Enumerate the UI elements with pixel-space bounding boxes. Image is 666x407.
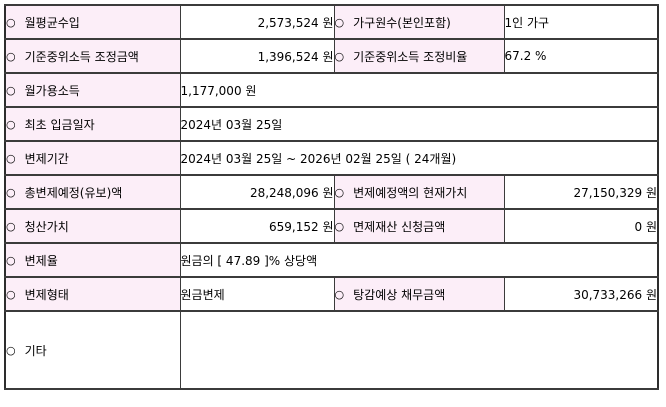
value-exempt-property-application-amount: 0 원 xyxy=(503,208,659,244)
table-row: ○ 변제형태 원금변제 ○ 탕감예상 채무금액 30,733,266 원 xyxy=(4,276,659,312)
label-repayment-period: ○ 변제기간 xyxy=(4,140,181,176)
label-expected-forgiven-debt-amount: ○ 탕감예상 채무금액 xyxy=(333,276,505,312)
label-median-income-adjustment-amount: ○ 기준중위소득 조정금액 xyxy=(4,38,181,74)
label-text: 기타 xyxy=(24,343,47,358)
label-text: 기준중위소득 조정비율 xyxy=(353,49,468,64)
value-liquidation-value: 659,152 원 xyxy=(179,208,335,244)
table-row: ○ 변제율 원금의 [ 47.89 ]% 상당액 xyxy=(4,242,659,278)
label-text: 월평균수입 xyxy=(24,15,80,30)
repayment-plan-summary-table-wrapper: ○ 월평균수입 2,573,524 원 ○ 가구원수(본인포함) 1인 가구 ○ 기준… xyxy=(4,4,666,390)
circle-bullet-icon: ○ xyxy=(334,185,345,199)
label-monthly-average-income: ○ 월평균수입 xyxy=(4,4,181,40)
label-repayment-rate: ○ 변제율 xyxy=(4,242,181,278)
circle-bullet-icon: ○ xyxy=(6,49,16,63)
label-liquidation-value: ○ 청산가치 xyxy=(4,208,181,244)
label-repayment-type: ○ 변제형태 xyxy=(4,276,181,312)
value-present-value-of-expected-repayment: 27,150,329 원 xyxy=(503,174,659,210)
label-text: 면제재산 신청금액 xyxy=(353,219,446,234)
label-text: 청산가치 xyxy=(24,219,69,234)
label-text: 월가용소득 xyxy=(24,83,80,98)
label-text: 총변제예정(유보)액 xyxy=(24,185,123,200)
value-household-size: 1인 가구 xyxy=(503,4,659,40)
table-row: ○ 총변제예정(유보)액 28,248,096 원 ○ 변제예정액의 현재가치 27… xyxy=(4,174,659,210)
circle-bullet-icon: ○ xyxy=(6,185,16,199)
label-present-value-of-expected-repayment: ○ 변제예정액의 현재가치 xyxy=(333,174,505,210)
label-first-deposit-date: ○ 최초 입금일자 xyxy=(4,106,181,142)
label-household-size: ○ 가구원수(본인포함) xyxy=(333,4,505,40)
table-row: ○ 청산가치 659,152 원 ○ 면제재산 신청금액 0 원 xyxy=(4,208,659,244)
value-expected-forgiven-debt-amount: 30,733,266 원 xyxy=(503,276,659,312)
circle-bullet-icon: ○ xyxy=(6,219,16,233)
circle-bullet-icon: ○ xyxy=(334,15,345,29)
label-text: 변제형태 xyxy=(24,287,69,302)
value-repayment-rate: 원금의 [ 47.89 ]% 상당액 xyxy=(179,242,659,278)
circle-bullet-icon: ○ xyxy=(6,117,16,131)
label-total-expected-repayment-amount: ○ 총변제예정(유보)액 xyxy=(4,174,181,210)
label-monthly-available-income: ○ 월가용소득 xyxy=(4,72,181,108)
table-row: ○ 최초 입금일자 2024년 03월 25일 xyxy=(4,106,659,142)
value-etc xyxy=(179,310,659,390)
circle-bullet-icon: ○ xyxy=(6,287,16,301)
table-row: ○ 기타 xyxy=(4,310,659,390)
circle-bullet-icon: ○ xyxy=(334,49,345,63)
table-row: ○ 기준중위소득 조정금액 1,396,524 원 ○ 기준중위소득 조정비율 67… xyxy=(4,38,659,74)
circle-bullet-icon: ○ xyxy=(6,253,16,267)
value-repayment-period: 2024년 03월 25일 ~ 2026년 02월 25일 ( 24개월) xyxy=(179,140,659,176)
table-row: ○ 월평균수입 2,573,524 원 ○ 가구원수(본인포함) 1인 가구 xyxy=(4,4,659,40)
value-total-expected-repayment-amount: 28,248,096 원 xyxy=(179,174,335,210)
circle-bullet-icon: ○ xyxy=(6,15,16,29)
label-text: 탕감예상 채무금액 xyxy=(353,287,446,302)
label-text: 변제예정액의 현재가치 xyxy=(353,185,468,200)
label-etc: ○ 기타 xyxy=(4,310,181,390)
label-text: 가구원수(본인포함) xyxy=(353,15,451,30)
table-row: ○ 변제기간 2024년 03월 25일 ~ 2026년 02월 25일 ( 24… xyxy=(4,140,659,176)
value-first-deposit-date: 2024년 03월 25일 xyxy=(179,106,659,142)
value-median-income-adjustment-amount: 1,396,524 원 xyxy=(179,38,335,74)
label-text: 변제기간 xyxy=(24,151,69,166)
circle-bullet-icon: ○ xyxy=(6,83,16,97)
value-median-income-adjustment-ratio: 67.2 % xyxy=(503,38,659,74)
label-text: 최초 입금일자 xyxy=(24,117,95,132)
circle-bullet-icon: ○ xyxy=(334,287,345,301)
label-text: 기준중위소득 조정금액 xyxy=(24,49,139,64)
value-monthly-average-income: 2,573,524 원 xyxy=(179,4,335,40)
repayment-plan-summary-table: ○ 월평균수입 2,573,524 원 ○ 가구원수(본인포함) 1인 가구 ○ 기준… xyxy=(4,4,659,390)
table-row: ○ 월가용소득 1,177,000 원 xyxy=(4,72,659,108)
circle-bullet-icon: ○ xyxy=(334,219,345,233)
label-text: 변제율 xyxy=(24,253,58,268)
value-repayment-type: 원금변제 xyxy=(179,276,335,312)
value-monthly-available-income: 1,177,000 원 xyxy=(179,72,659,108)
label-exempt-property-application-amount: ○ 면제재산 신청금액 xyxy=(333,208,505,244)
label-median-income-adjustment-ratio: ○ 기준중위소득 조정비율 xyxy=(333,38,505,74)
circle-bullet-icon: ○ xyxy=(6,343,16,357)
circle-bullet-icon: ○ xyxy=(6,151,16,165)
